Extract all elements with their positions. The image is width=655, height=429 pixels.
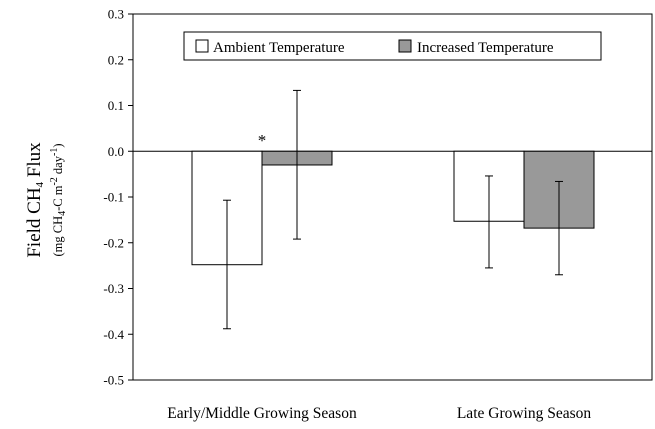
legend-swatch-ambient <box>195 39 209 53</box>
legend-box <box>183 31 602 61</box>
y-axis-title: Field CH4 Flux(mg CH4-C m-2 day-1) <box>24 142 68 258</box>
y-tick-label: -0.2 <box>103 235 124 250</box>
y-tick-label: 0.2 <box>108 52 124 67</box>
significance-marker: * <box>258 131 267 150</box>
legend-label-ambient: Ambient Temperature <box>213 40 345 56</box>
y-tick-label: 0.1 <box>108 98 124 113</box>
y-axis-title-units: (mg CH4-C m-2 day-1) <box>49 143 68 256</box>
y-tick-label: -0.3 <box>103 281 124 296</box>
x-category-label: Late Growing Season <box>457 405 592 422</box>
y-tick-label: -0.5 <box>103 373 124 388</box>
legend-swatch-increased <box>398 39 412 53</box>
x-category-label: Early/Middle Growing Season <box>167 405 357 422</box>
y-axis-title-main: Field CH4 Flux <box>24 142 46 258</box>
legend-label-increased: Increased Temperature <box>417 40 554 56</box>
y-tick-label: -0.1 <box>103 190 124 205</box>
y-tick-label: 0.0 <box>108 144 124 159</box>
y-tick-label: 0.3 <box>108 7 124 22</box>
y-tick-label: -0.4 <box>103 327 124 342</box>
